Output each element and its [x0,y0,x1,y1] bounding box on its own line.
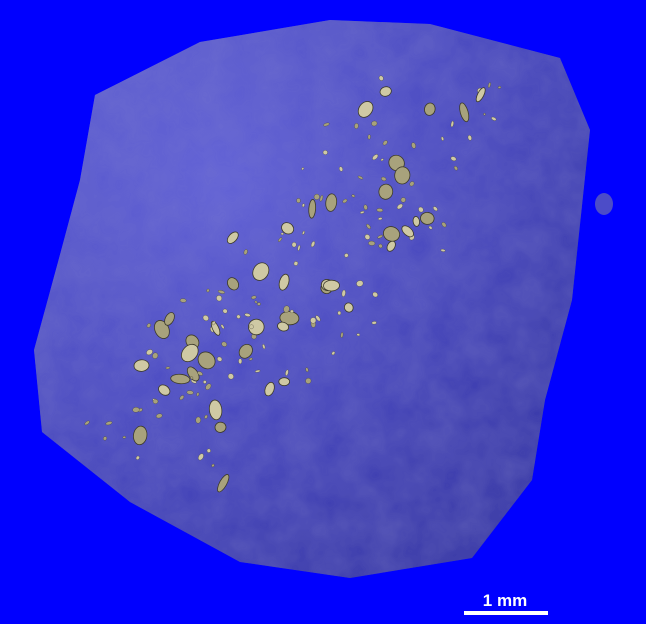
inclusion [368,135,371,140]
inclusion [195,417,201,424]
scale-label: 1 mm [483,591,527,610]
inclusion [279,378,290,386]
inclusion [310,317,316,323]
inclusion [238,359,241,364]
inclusion [281,233,284,235]
inclusion [153,399,158,404]
inclusion [132,407,139,413]
inclusion [123,436,126,438]
inclusion [354,123,359,129]
render-view: 1 mm [0,0,646,624]
inclusion [292,242,297,247]
fragment [595,193,613,215]
inclusion [249,325,253,329]
scale-line [464,611,548,615]
inclusion [296,198,300,203]
inclusion [338,311,341,315]
inclusion [368,241,375,246]
inclusion [323,280,339,291]
page: 1 mm (() => { const data = JSON.parse(do… [0,0,646,624]
